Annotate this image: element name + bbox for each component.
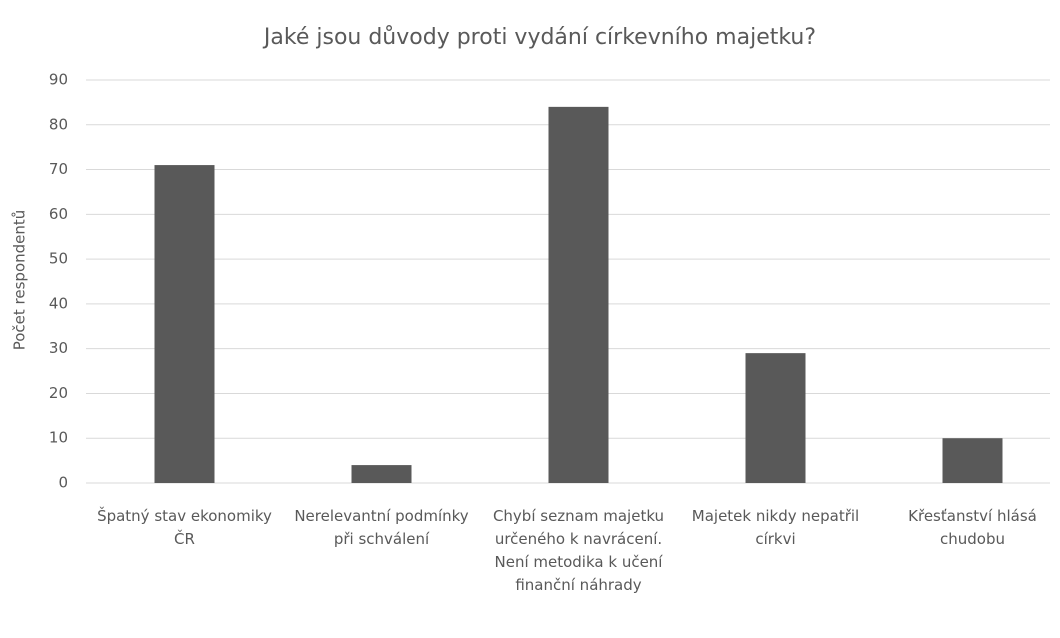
y-tick-label: 30 — [49, 339, 68, 357]
x-tick-label: Špatný stav ekonomiky ČR — [97, 507, 272, 548]
bar — [154, 165, 215, 484]
y-tick-label: 40 — [49, 294, 68, 312]
y-tick-label: 20 — [49, 384, 68, 402]
bar — [942, 438, 1003, 483]
bar — [351, 465, 412, 483]
y-tick-label: 90 — [49, 71, 68, 89]
bar — [548, 106, 609, 483]
y-tick-label: 80 — [49, 115, 68, 133]
y-tick-label: 0 — [58, 474, 68, 492]
y-tick-label: 60 — [49, 205, 68, 223]
bar — [745, 353, 806, 483]
y-tick-label: 70 — [49, 160, 68, 178]
chart-title: Jaké jsou důvody proti vydání církevního… — [262, 25, 816, 50]
x-tick-label: Chybí seznam majetku určeného k navrácen… — [492, 507, 665, 594]
x-tick-label: Majetek nikdy nepatřil církvi — [691, 507, 860, 548]
y-tick-label: 10 — [49, 429, 68, 447]
y-tick-label: 50 — [49, 250, 68, 268]
x-tick-label: Nerelevantní podmínky při schválení — [294, 507, 469, 548]
y-axis-label: Počet respondentů — [11, 210, 29, 351]
x-tick-label: Křesťanství hlásá chudobu — [908, 507, 1037, 548]
